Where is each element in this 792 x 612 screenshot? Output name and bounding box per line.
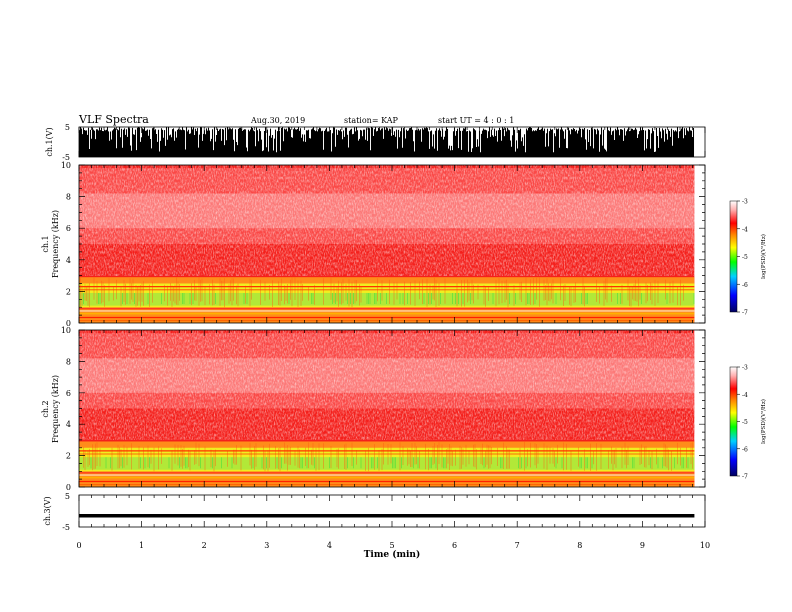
frequency-tick-label: 0 (66, 319, 71, 328)
colorbar-ch2: -3 -4 -5 -6 -7 log(PSD)(V²/Hz) (729, 365, 767, 481)
colorbar-label: log(PSD)(V²/Hz) (760, 399, 767, 444)
ch1-freq-label-line1: ch.1 (41, 235, 50, 252)
frequency-tick-label: 6 (66, 224, 71, 233)
axis-ticks (78, 127, 706, 527)
x-tick-label: 3 (264, 541, 269, 550)
figure-title: VLF Spectra (78, 113, 149, 126)
ch2-spectrogram-image (78, 330, 695, 487)
frequency-tick-label: 10 (61, 326, 71, 335)
ch3-waveform-ylabel: ch.3(V) (43, 496, 52, 525)
frequency-tick-label: 2 (66, 452, 71, 461)
x-tick-label: 8 (577, 541, 582, 550)
ch1-waveform-ylabel: ch.1(V) (45, 127, 54, 156)
frequency-tick-label: 4 (66, 420, 71, 429)
x-tick-labels: 0 1 2 3 4 5 6 7 8 9 10 (76, 541, 710, 550)
ch3-flat-signal-line (79, 514, 695, 518)
header-date: Aug.30, 2019 (250, 116, 305, 125)
colorbar-tick-label: -3 (742, 199, 748, 206)
frequency-tick-label: 2 (66, 287, 71, 296)
colorbar-tick-label: -7 (742, 310, 748, 317)
colorbar-tick-label: -6 (742, 446, 748, 453)
colorbar-tick-label: -7 (742, 474, 748, 481)
frequency-tick-label: 0 (66, 483, 71, 492)
x-tick-label: 1 (139, 541, 144, 550)
ch3-ytick-top: 5 (65, 492, 70, 501)
colorbar-tick-label: -6 (742, 282, 748, 289)
ch2-freq-label-line1: ch.2 (41, 400, 50, 417)
colorbar-tick-label: -5 (742, 419, 748, 426)
frequency-tick-label: 10 (61, 161, 71, 170)
frequency-tick-label: 8 (66, 357, 71, 366)
ch2-spectrogram-panel: ch.2 Frequency (kHz) (41, 329, 706, 488)
colorbar-tick-label: -4 (742, 226, 748, 233)
spectrum-speckle (79, 330, 695, 440)
x-tick-label: 0 (76, 541, 81, 550)
frequency-tick-label: 8 (66, 193, 71, 202)
ch1-waveform-panel: 5 -5 ch.1(V) (45, 123, 706, 162)
spectrum-gap (79, 310, 695, 312)
colorbar-tick-label: -3 (742, 365, 748, 372)
spectrum-speckle (79, 165, 695, 276)
colorbar-tick-label: -5 (742, 254, 748, 261)
frequency-tick-label: 6 (66, 389, 71, 398)
x-axis-label: Time (min) (364, 549, 421, 560)
ch1-waveform-trace (78, 127, 695, 157)
header-station: station= KAP (344, 116, 399, 125)
x-tick-label: 5 (389, 541, 394, 550)
tick-marks (78, 127, 706, 527)
ch1-spectrogram-panel: ch.1 Frequency (kHz) (41, 164, 706, 324)
x-tick-label: 4 (327, 541, 332, 550)
colorbar-label: log(PSD)(V²/Hz) (760, 234, 767, 279)
spectrum-green-streaks (90, 457, 689, 469)
spectrum-low-green (79, 457, 695, 470)
ch1-ytick-bottom: -5 (62, 153, 70, 162)
ch1-ytick-top: 5 (65, 123, 70, 132)
colorbars: -3 -4 -5 -6 -7 log(PSD)(V²/Hz) -3 -4 -5 -6 -7 log(P… (729, 199, 767, 481)
ch2-freq-label-line2: Frequency (kHz) (51, 375, 60, 443)
ch3-ytick-bottom: -5 (62, 523, 70, 532)
spectrum-gap (79, 474, 695, 476)
colorbar-ch1: -3 -4 -5 -6 -7 log(PSD)(V²/Hz) (729, 199, 767, 317)
colorbar-gradient (729, 200, 738, 313)
x-tick-label: 9 (640, 541, 645, 550)
x-tick-label: 10 (700, 541, 710, 550)
ch1-freq-label-line2: Frequency (kHz) (51, 210, 60, 278)
header-start-time: start UT = 4 : 0 : 1 (438, 116, 514, 125)
ch1-waveform-bars (78, 127, 695, 157)
spectrum-green-streaks (83, 293, 695, 304)
x-tick-label: 7 (515, 541, 520, 550)
frequency-tick-label: 4 (66, 256, 71, 265)
x-tick-label: 6 (452, 541, 457, 550)
x-tick-label: 2 (202, 541, 207, 550)
ch3-waveform-panel: 5 -5 ch.3(V) (43, 492, 706, 532)
ch1-spectrogram-image (79, 165, 695, 323)
colorbar-tick-label: -4 (742, 392, 748, 399)
colorbar-gradient (729, 366, 738, 477)
